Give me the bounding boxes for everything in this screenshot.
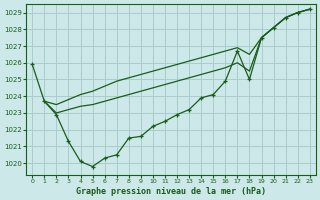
X-axis label: Graphe pression niveau de la mer (hPa): Graphe pression niveau de la mer (hPa) [76, 187, 266, 196]
